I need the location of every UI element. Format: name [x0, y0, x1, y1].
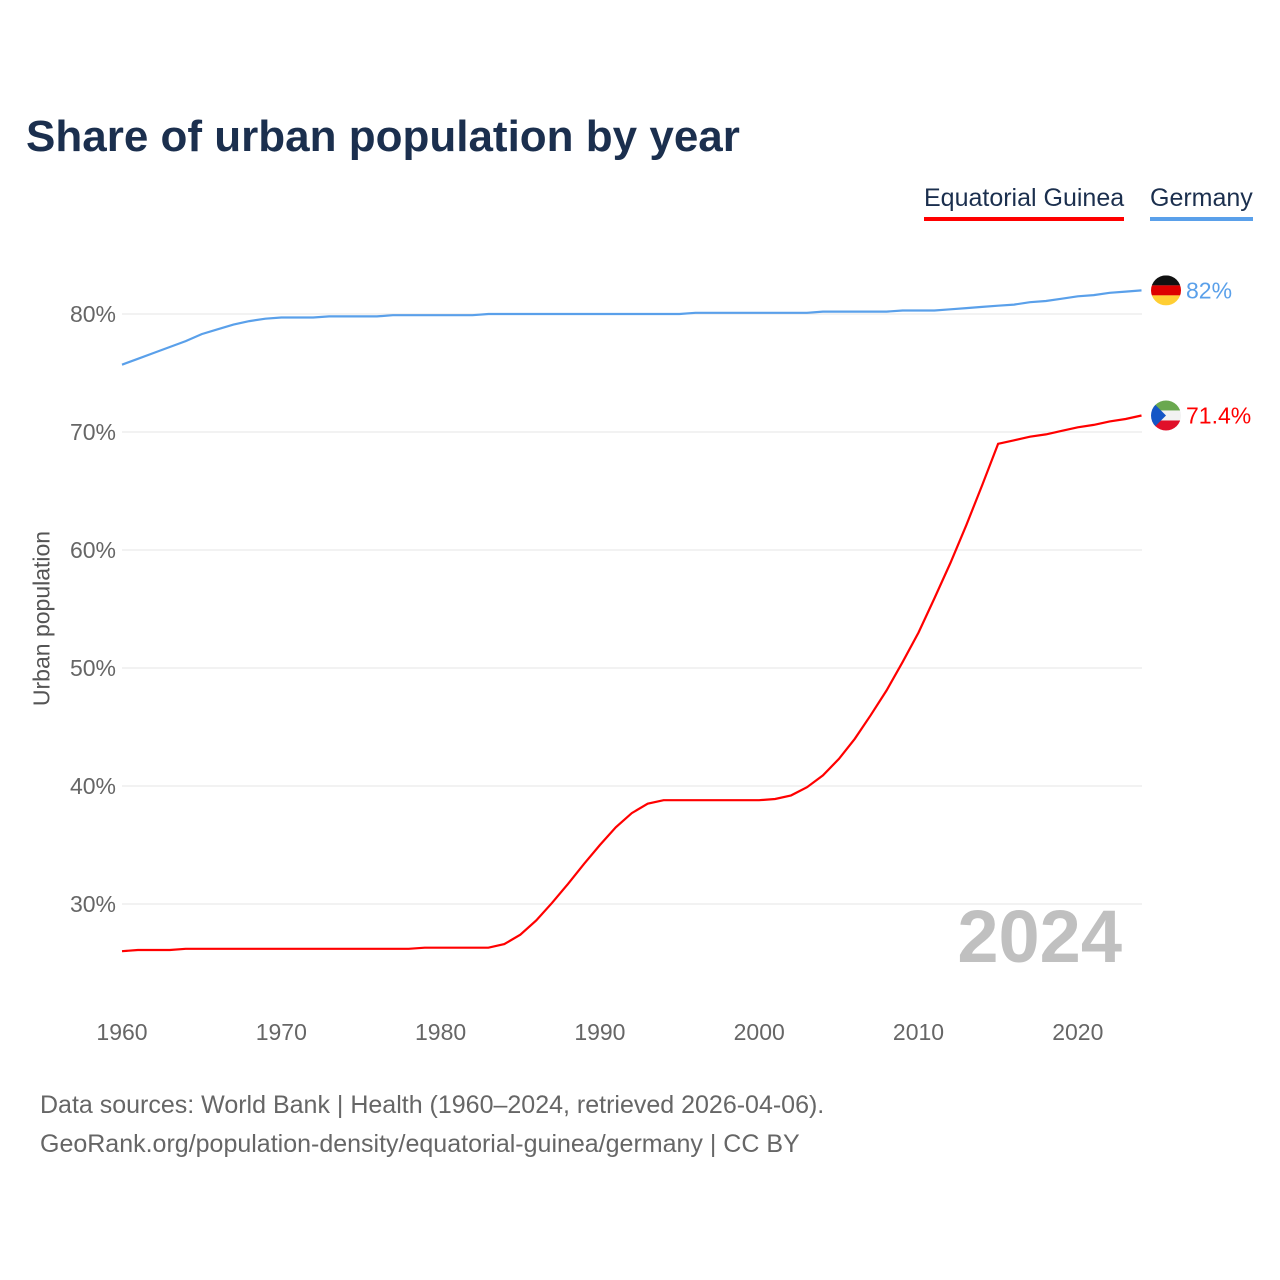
y-tick-label: 70% — [70, 419, 116, 445]
flag-stripe — [1151, 295, 1181, 306]
flag-stripe — [1151, 420, 1181, 431]
flag-triangle — [1151, 400, 1166, 431]
legend-equatorial-guinea[interactable]: Equatorial Guinea — [924, 184, 1125, 221]
flag-stripe — [1151, 275, 1181, 286]
source-link[interactable]: GeoRank.org/population-density/equatoria… — [40, 1130, 800, 1158]
y-tick-label: 80% — [70, 301, 116, 327]
x-tick-label: 1980 — [415, 1019, 466, 1045]
x-tick-label: 2010 — [893, 1019, 944, 1045]
y-tick-label: 50% — [70, 655, 116, 681]
flag-body — [1151, 400, 1181, 431]
data-source-note: Data sources: World Bank | Health (1960–… — [40, 1091, 825, 1119]
equatorial-guinea-flag-icon — [1151, 400, 1181, 431]
x-tick-label: 2000 — [734, 1019, 785, 1045]
series-line-germany — [121, 289, 1142, 366]
x-tick-label: 1970 — [256, 1019, 307, 1045]
x-tick-label: 1990 — [574, 1019, 625, 1045]
footer: Data sources: World Bank | Health (1960–… — [40, 1086, 824, 1164]
series-line-equatorial-guinea — [121, 414, 1142, 953]
flag-stripe — [1151, 400, 1181, 411]
y-tick-label: 40% — [70, 773, 116, 799]
germany-flag-icon — [1151, 275, 1181, 306]
y-tick-label: 30% — [70, 891, 116, 917]
legend-germany[interactable]: Germany — [1150, 184, 1253, 221]
x-tick-label: 2020 — [1052, 1019, 1103, 1045]
x-tick-label: 1960 — [96, 1019, 147, 1045]
year-watermark: 2024 — [957, 895, 1122, 978]
chart-title: Share of urban population by year — [26, 112, 740, 161]
end-value-label: 71.4% — [1186, 402, 1251, 428]
end-value-label: 82% — [1186, 277, 1232, 303]
flag-body — [1151, 275, 1181, 306]
y-tick-label: 60% — [70, 537, 116, 563]
flag-stripe — [1151, 285, 1181, 296]
